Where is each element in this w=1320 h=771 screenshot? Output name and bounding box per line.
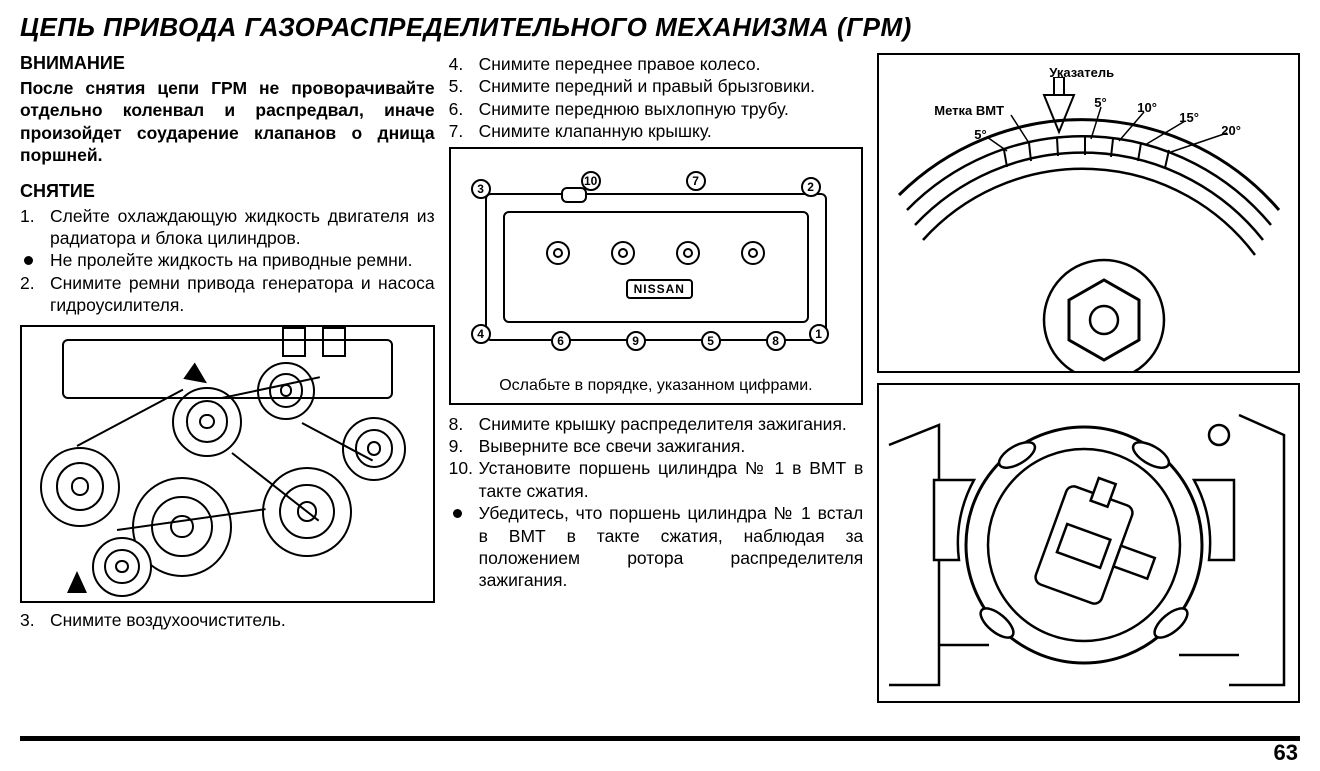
step-1: Слейте охлаждающую жидкость двигателя из… — [20, 205, 435, 250]
removal-heading: СНЯТИЕ — [20, 181, 435, 202]
content-columns: ВНИМАНИЕ После снятия цепи ГРМ не провор… — [20, 53, 1300, 721]
bolt-label: 6 — [551, 331, 571, 351]
page-title: ЦЕПЬ ПРИВОДА ГАЗОРАСПРЕДЕЛИТЕЛЬНОГО МЕХА… — [20, 12, 1300, 43]
figure-drive-belts — [20, 325, 435, 603]
column-left: ВНИМАНИЕ После снятия цепи ГРМ не провор… — [20, 53, 435, 721]
crank-pulley-icon — [879, 55, 1299, 373]
bolt-label: 3 — [471, 179, 491, 199]
page-number: 63 — [1274, 740, 1298, 766]
bolt-label: 2 — [801, 177, 821, 197]
bolt-label: 4 — [471, 324, 491, 344]
warning-heading: ВНИМАНИЕ — [20, 53, 435, 74]
step-4: Снимите переднее правое колесо. — [449, 53, 864, 75]
column-right: Указатель Метка ВМТ 5° 5° 10° 15° 20° — [877, 53, 1300, 721]
brand-logo: NISSAN — [626, 279, 693, 299]
figure-caption: Ослабьте в порядке, указанном цифрами. — [461, 377, 852, 395]
steps-mid-bottom: Снимите крышку распределителя зажигания.… — [449, 413, 864, 592]
step-5: Снимите передний и правый брызговики. — [449, 75, 864, 97]
bolt-label: 9 — [626, 331, 646, 351]
steps-left-2: Снимите воздухоочиститель. — [20, 609, 435, 631]
step-2: Снимите ремни привода генератора и насос… — [20, 272, 435, 317]
figure-timing-marks: Указатель Метка ВМТ 5° 5° 10° 15° 20° — [877, 53, 1300, 373]
note-spill: Не пролейте жидкость на приводные ремни. — [20, 249, 435, 271]
step-6: Снимите переднюю выхлопную трубу. — [449, 98, 864, 120]
steps-mid-top: Снимите переднее правое колесо. Снимите … — [449, 53, 864, 143]
note-tdc: Убедитесь, что поршень цилиндра № 1 вста… — [449, 502, 864, 592]
figure-valve-cover: NISSAN 3 10 7 2 4 6 9 5 8 1 Ослабьте в п… — [449, 147, 864, 405]
step-10: Установите поршень цилиндра № 1 в ВМТ в … — [449, 457, 864, 502]
warning-text: После снятия цепи ГРМ не проворачивайте … — [20, 77, 435, 167]
steps-left: Слейте охлаждающую жидкость двигателя из… — [20, 205, 435, 317]
step-7: Снимите клапанную крышку. — [449, 120, 864, 142]
distributor-icon — [879, 385, 1299, 703]
column-middle: Снимите переднее правое колесо. Снимите … — [449, 53, 864, 721]
arrow-icon — [67, 571, 87, 593]
step-3: Снимите воздухоочиститель. — [20, 609, 435, 631]
footer-rule — [20, 736, 1300, 741]
step-9: Выверните все свечи зажигания. — [449, 435, 864, 457]
figure-distributor — [877, 383, 1300, 703]
step-8: Снимите крышку распределителя зажигания. — [449, 413, 864, 435]
bolt-label: 1 — [809, 324, 829, 344]
bolt-label: 5 — [701, 331, 721, 351]
bolt-label: 7 — [686, 171, 706, 191]
bolt-label: 8 — [766, 331, 786, 351]
